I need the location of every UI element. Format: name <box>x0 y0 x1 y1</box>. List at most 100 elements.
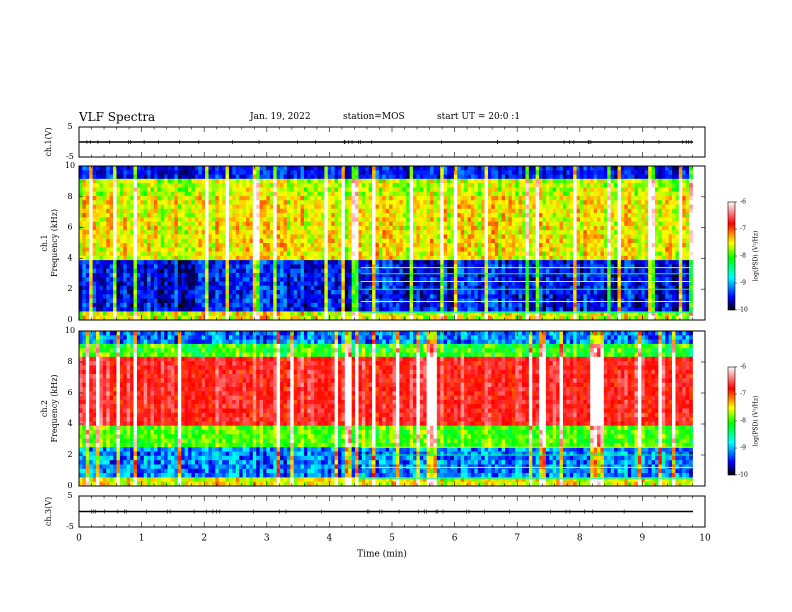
spectrogram-cell <box>246 277 250 282</box>
spectrogram-cell <box>201 178 206 184</box>
spectrogram-cell <box>126 221 131 227</box>
spectrogram-cell <box>99 213 104 218</box>
spectrogram-cell <box>106 247 111 252</box>
spectrogram-cell <box>440 200 445 205</box>
spectrogram-cell <box>440 272 445 278</box>
spectrogram-cell <box>484 315 489 321</box>
spectrogram-cell <box>106 302 111 308</box>
spectrogram-cell <box>123 208 128 214</box>
spectrogram-cell <box>293 268 298 274</box>
spectrogram-cell <box>160 178 165 184</box>
spectrogram-cell <box>511 307 516 312</box>
spectrogram-cell <box>464 208 468 214</box>
spectrogram-cell <box>150 268 155 274</box>
spectrogram-cell <box>539 225 543 231</box>
spectrogram-cell <box>467 290 472 295</box>
spectrogram-cell <box>232 225 237 231</box>
spectrogram-cell <box>409 311 414 317</box>
spectrogram-cell <box>99 251 104 257</box>
spectrogram-cell <box>358 243 363 248</box>
spectrogram-cell <box>450 264 455 270</box>
spectrogram-cell <box>218 298 223 304</box>
spectrogram-cell <box>303 200 308 205</box>
spectrogram-cell <box>102 183 107 188</box>
spectrogram-cell <box>505 187 509 193</box>
spectrogram-cell <box>89 217 94 223</box>
spectrogram-cell <box>181 170 186 175</box>
spectrogram-cell <box>211 208 216 214</box>
spectrogram-cell <box>184 268 189 274</box>
spectrogram-cell <box>402 183 407 188</box>
spectrogram-cell <box>385 195 390 201</box>
spectrogram-cell <box>116 200 121 205</box>
spectrogram-cell <box>194 277 199 282</box>
spectrogram-cell <box>447 311 451 317</box>
spectrogram-cell <box>406 294 410 300</box>
spectrogram-cell <box>470 251 475 257</box>
spectrogram-cell <box>358 264 363 270</box>
spectrogram-cell <box>164 238 169 244</box>
spectrogram-cell <box>334 298 339 304</box>
spectrogram-cell <box>351 264 356 270</box>
spectrogram-cell <box>358 315 363 321</box>
spectrogram-cell <box>501 285 506 291</box>
spectrogram-cell <box>126 170 131 175</box>
spectrogram-cell <box>460 251 465 257</box>
spectrogram-cell <box>515 225 520 231</box>
spectrogram-cell <box>426 285 431 291</box>
spectrogram-cell <box>160 195 165 201</box>
spectrogram-cell <box>164 268 169 274</box>
spectrogram-cell <box>324 174 329 180</box>
spectrogram-cell <box>447 238 451 244</box>
spectrogram-cell <box>82 315 87 321</box>
spectrogram-cell <box>494 298 499 304</box>
spectrogram-cell <box>201 187 206 193</box>
spectrogram-cell <box>378 251 383 257</box>
spectrogram-cell <box>177 217 182 223</box>
spectrogram-cell <box>338 255 342 261</box>
spectrogram-cell <box>406 191 410 197</box>
spectrogram-cell <box>140 217 145 223</box>
spectrogram-cell <box>269 204 274 210</box>
spectrogram-cell <box>331 285 336 291</box>
spectrogram-cell <box>419 294 424 300</box>
spectrogram-cell <box>310 251 315 257</box>
spectrogram-cell <box>293 243 298 248</box>
spectrogram-cell <box>191 311 196 317</box>
spectrogram-cell <box>406 285 410 291</box>
spectrogram-cell <box>290 315 295 321</box>
spectrogram-cell <box>211 264 216 270</box>
spectrogram-cell <box>211 302 216 308</box>
spectrogram-cell <box>208 166 213 171</box>
spectrogram-cell <box>399 260 404 265</box>
spectrogram-cell <box>283 302 288 308</box>
spectrogram-cell <box>171 195 175 201</box>
spectrogram-cell <box>327 277 332 282</box>
spectrogram-cell <box>528 281 533 287</box>
spectrogram-cell <box>109 255 114 261</box>
spectrogram-cell <box>130 243 134 248</box>
spectrogram-cell <box>389 238 393 244</box>
spectrogram-cell <box>314 166 318 171</box>
spectrogram-cell <box>249 302 254 308</box>
spectrogram-cell <box>286 178 291 184</box>
spectrogram-cell <box>320 298 325 304</box>
spectrogram-cell <box>290 264 295 270</box>
spectrogram-cell <box>436 255 441 261</box>
spectrogram-cell <box>303 238 308 244</box>
spectrogram-cell <box>436 272 441 278</box>
spectrogram-cell <box>487 260 492 265</box>
spectrogram-cell <box>402 260 407 265</box>
spectrogram-cell <box>522 166 526 171</box>
spectrogram-cell <box>416 230 421 235</box>
spectrogram-cell <box>457 178 462 184</box>
spectrogram-cell <box>494 277 499 282</box>
spectrogram-cell <box>385 204 390 210</box>
spectrogram-cell <box>290 260 295 265</box>
spectrogram-cell <box>528 204 533 210</box>
spectrogram-cell <box>487 217 492 223</box>
spectrogram-cell <box>92 272 97 278</box>
spectrogram-cell <box>147 268 151 274</box>
spectrogram-cell <box>99 178 104 184</box>
spectrogram-cell <box>515 230 520 235</box>
